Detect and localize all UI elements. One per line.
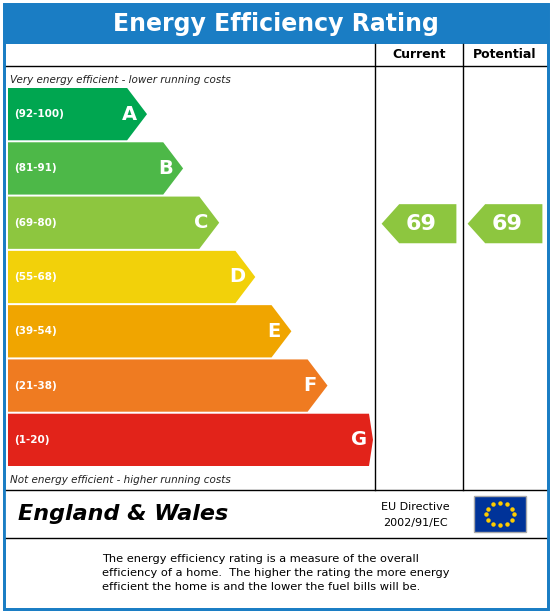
Text: B: B bbox=[158, 159, 173, 178]
Text: EU Directive: EU Directive bbox=[381, 502, 449, 512]
Text: 2002/91/EC: 2002/91/EC bbox=[383, 517, 447, 528]
Text: Current: Current bbox=[392, 48, 446, 61]
Polygon shape bbox=[8, 305, 291, 357]
Text: Energy Efficiency Rating: Energy Efficiency Rating bbox=[113, 12, 439, 36]
Text: 69: 69 bbox=[491, 214, 522, 234]
Text: (69-80): (69-80) bbox=[14, 218, 57, 227]
Polygon shape bbox=[8, 359, 327, 412]
Text: Potential: Potential bbox=[473, 48, 537, 61]
Bar bbox=[4, 490, 548, 538]
Polygon shape bbox=[381, 204, 457, 243]
Polygon shape bbox=[8, 88, 147, 140]
Polygon shape bbox=[8, 142, 183, 194]
Text: The energy efficiency rating is a measure of the overall
efficiency of a home.  : The energy efficiency rating is a measur… bbox=[102, 555, 450, 593]
Text: (55-68): (55-68) bbox=[14, 272, 57, 282]
Text: (1-20): (1-20) bbox=[14, 435, 50, 445]
Bar bbox=[4, 4, 548, 44]
Text: (81-91): (81-91) bbox=[14, 164, 57, 173]
Text: Very energy efficient - lower running costs: Very energy efficient - lower running co… bbox=[10, 75, 231, 85]
Text: England & Wales: England & Wales bbox=[18, 504, 228, 524]
Text: (92-100): (92-100) bbox=[14, 109, 64, 119]
Text: Not energy efficient - higher running costs: Not energy efficient - higher running co… bbox=[10, 475, 231, 485]
Polygon shape bbox=[8, 197, 219, 249]
Text: 69: 69 bbox=[405, 214, 436, 234]
Text: D: D bbox=[230, 267, 246, 286]
Text: A: A bbox=[121, 105, 137, 124]
Polygon shape bbox=[468, 204, 543, 243]
Polygon shape bbox=[8, 414, 373, 466]
Text: (39-54): (39-54) bbox=[14, 326, 57, 337]
Bar bbox=[474, 496, 526, 532]
Text: (21-38): (21-38) bbox=[14, 381, 57, 390]
Text: F: F bbox=[303, 376, 316, 395]
Polygon shape bbox=[8, 251, 255, 303]
Text: G: G bbox=[351, 430, 367, 449]
Text: E: E bbox=[267, 322, 280, 341]
Text: C: C bbox=[194, 213, 209, 232]
